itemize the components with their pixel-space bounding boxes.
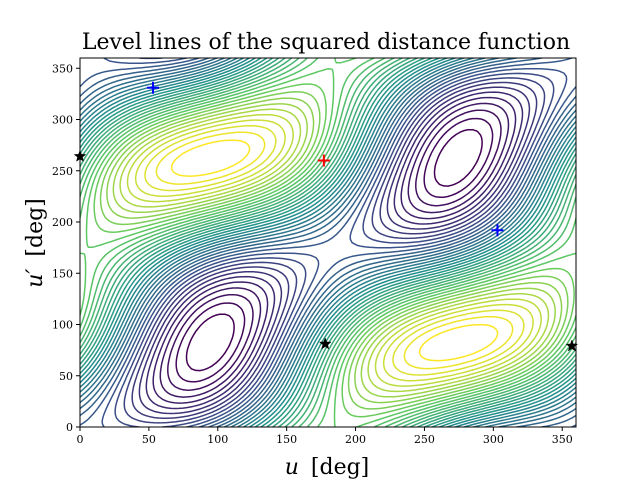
y-axis-label-unit: [deg]: [23, 198, 48, 256]
contour-level: [155, 131, 514, 370]
y-tick-label: 0: [66, 421, 73, 434]
contour-level: [134, 119, 534, 382]
y-tick-label: 50: [59, 370, 73, 383]
x-tick-label: 50: [142, 433, 156, 446]
contour-level: [123, 77, 546, 424]
contour-level: [145, 91, 524, 410]
x-axis-label-var: u: [285, 455, 299, 480]
x-tick-label: 100: [207, 433, 228, 446]
contour-level: [114, 58, 555, 427]
maximum-marker: [317, 154, 330, 167]
contour-lines: [80, 58, 576, 427]
x-tick-label: 200: [345, 433, 366, 446]
contour-level: [80, 58, 576, 427]
contour-level: [80, 58, 576, 427]
x-tick-label: 350: [552, 433, 573, 446]
contour-level: [80, 58, 576, 427]
contour-level: [99, 91, 569, 410]
y-tick-label: 100: [52, 319, 73, 332]
y-axis-ticks: 0 50 100 150 200 250 300 350: [52, 62, 80, 434]
contour-level: [80, 58, 576, 427]
contour-level: [131, 81, 538, 420]
y-tick-label: 150: [52, 267, 73, 280]
contour-level: [138, 86, 531, 415]
contour-level: [80, 58, 576, 427]
x-tick-label: 250: [414, 433, 435, 446]
y-tick-label: 200: [52, 216, 73, 229]
contour-level: [167, 109, 502, 391]
contour-level: [112, 103, 556, 398]
contour-level: [80, 58, 576, 427]
contour-level: [159, 102, 510, 398]
x-axis-label-unit: [deg]: [311, 455, 369, 480]
contour-level: [185, 128, 483, 372]
saddle-marker: [491, 224, 504, 237]
x-tick-label: 150: [276, 433, 297, 446]
contour-level: [80, 58, 576, 427]
contour-level: [119, 108, 550, 393]
contour-level: [175, 117, 494, 383]
contour-level: [152, 96, 517, 404]
saddle-marker: [147, 81, 160, 94]
y-tick-label: 250: [52, 165, 73, 178]
contour-level: [106, 97, 563, 404]
y-tick-label: 300: [52, 114, 73, 127]
contour-level: [80, 58, 576, 427]
minimum-marker: [318, 337, 332, 350]
y-tick-label: 350: [52, 62, 73, 75]
contour-level: [80, 58, 576, 427]
x-tick-label: 0: [77, 433, 84, 446]
contour-level: [126, 113, 542, 387]
contour-level: [80, 58, 576, 427]
y-axis-label: u′ [deg]: [23, 198, 48, 288]
contour-level: [80, 58, 576, 427]
contour-level: [101, 58, 568, 427]
contour-level: [144, 125, 525, 376]
x-tick-label: 300: [483, 433, 504, 446]
x-axis-label: u [deg]: [285, 455, 370, 480]
y-axis-label-var: u′: [23, 269, 48, 288]
contour-level: [170, 139, 499, 362]
chart-title: Level lines of the squared distance func…: [82, 30, 570, 55]
plot-frame: [79, 57, 577, 428]
contour-level: [93, 83, 575, 418]
x-axis-ticks: 0 50 100 150 200 250 300 350: [77, 427, 573, 446]
